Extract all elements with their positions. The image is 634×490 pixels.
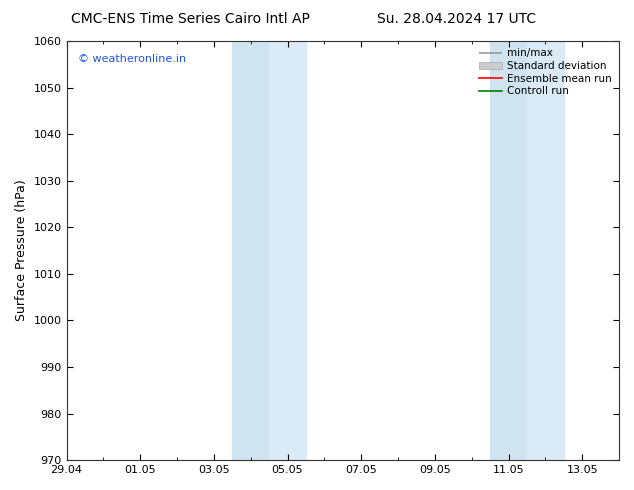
Bar bbox=[527, 41, 564, 460]
Text: © weatheronline.in: © weatheronline.in bbox=[77, 53, 186, 64]
Bar bbox=[490, 41, 527, 460]
Bar bbox=[232, 41, 269, 460]
Text: CMC-ENS Time Series Cairo Intl AP: CMC-ENS Time Series Cairo Intl AP bbox=[71, 12, 309, 26]
Y-axis label: Surface Pressure (hPa): Surface Pressure (hPa) bbox=[15, 180, 28, 321]
Text: Su. 28.04.2024 17 UTC: Su. 28.04.2024 17 UTC bbox=[377, 12, 536, 26]
Bar bbox=[269, 41, 306, 460]
Legend: min/max, Standard deviation, Ensemble mean run, Controll run: min/max, Standard deviation, Ensemble me… bbox=[475, 44, 616, 100]
